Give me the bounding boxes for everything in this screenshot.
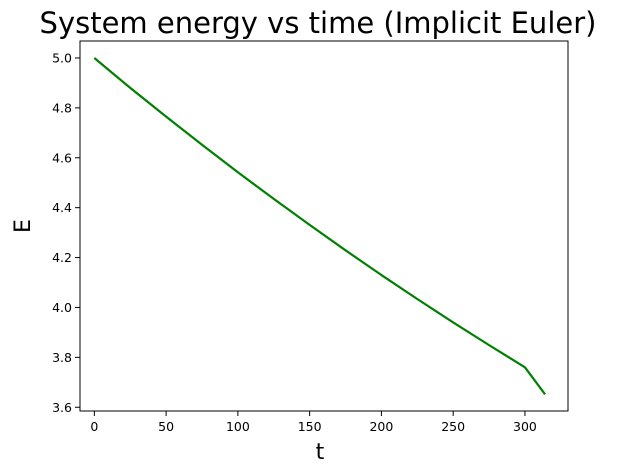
y-tick-label: 4.4 xyxy=(52,200,72,215)
chart-title: System energy vs time (Implicit Euler) xyxy=(40,6,597,40)
x-tick-label: 0 xyxy=(90,419,98,434)
x-axis-label: t xyxy=(316,440,325,465)
y-tick-label: 4.6 xyxy=(52,150,72,165)
y-tick-label: 4.2 xyxy=(52,250,72,265)
plot-area: 0 50 100 150 200 250 300 3.6 3.8 4.0 4.2 4.4 4.6 4.8 5… xyxy=(52,40,569,434)
x-tick-label: 150 xyxy=(298,419,322,434)
y-axis-label: E xyxy=(11,219,36,233)
plot-frame xyxy=(79,40,569,412)
y-tick-label: 4.8 xyxy=(52,100,72,115)
x-tick-label: 200 xyxy=(369,419,393,434)
y-tick-label: 3.8 xyxy=(52,350,72,365)
x-tick-label: 50 xyxy=(158,419,174,434)
x-tick-label: 250 xyxy=(441,419,465,434)
y-tick-label: 4.0 xyxy=(52,300,72,315)
x-tick-label: 100 xyxy=(226,419,250,434)
series-line-0 xyxy=(93,57,546,395)
y-tick-label: 3.6 xyxy=(52,400,72,415)
y-tick-label: 5.0 xyxy=(52,50,72,65)
x-tick-label: 300 xyxy=(513,419,537,434)
